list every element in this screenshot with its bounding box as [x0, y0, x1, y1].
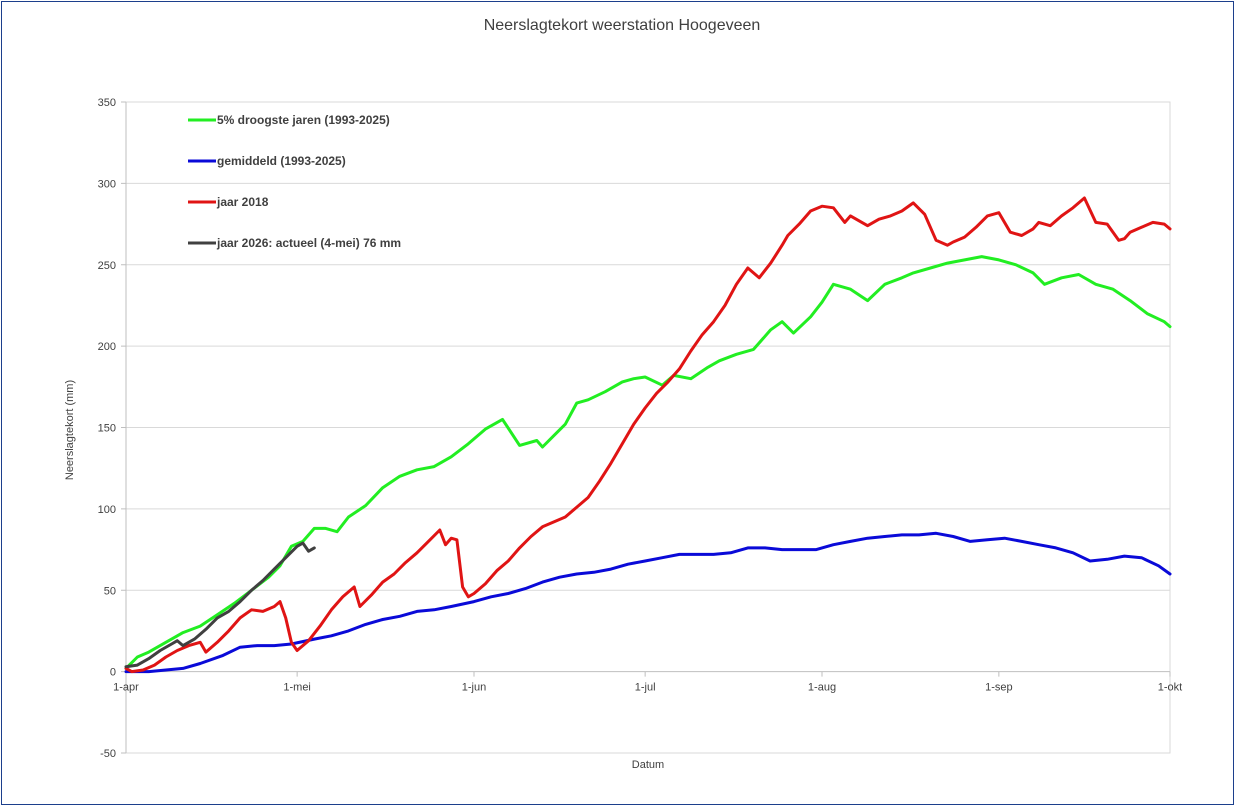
x-axis-ticks: 1-apr 1-mei 1-jun 1-jul 1-aug 1-sep 1-okt [113, 671, 1182, 694]
legend-label: jaar 2026: actueel (4-mei) 76 mm [216, 236, 401, 250]
x-tick-label: 1-sep [985, 682, 1013, 694]
series-line-4 [124, 541, 316, 669]
x-axis-label: Datum [632, 759, 664, 771]
y-axis-label: Neerslagtekort (mm) [64, 380, 76, 480]
y-axis-ticks: -50 0 50 100 150 200 250 300 350 [98, 97, 126, 760]
x-tick-label: 1-jul [635, 682, 656, 694]
y-tick-label: 100 [98, 504, 116, 516]
y-tick-label: 50 [104, 585, 116, 597]
legend: 5% droogste jaren (1993-2025) gemiddeld (… [188, 113, 401, 250]
y-tick-label: 250 [98, 260, 116, 272]
y-tick-label: -50 [100, 748, 116, 760]
y-tick-label: 300 [98, 178, 116, 190]
series-line-1 [124, 255, 1172, 670]
x-tick-label: 1-apr [113, 682, 139, 694]
y-tick-label: 200 [98, 341, 116, 353]
series-line-3 [124, 196, 1172, 674]
legend-label: jaar 2018 [216, 195, 269, 209]
x-tick-label: 1-jun [462, 682, 486, 694]
series-lines [124, 196, 1172, 674]
x-tick-label: 1-mei [283, 682, 311, 694]
series-line-2 [124, 531, 1172, 674]
y-tick-label: 150 [98, 423, 116, 435]
x-tick-label: 1-okt [1158, 682, 1182, 694]
x-tick-label: 1-aug [808, 682, 836, 694]
y-tick-label: 350 [98, 97, 116, 109]
y-tick-label: 0 [110, 667, 116, 679]
legend-label: gemiddeld (1993-2025) [217, 154, 346, 168]
legend-label: 5% droogste jaren (1993-2025) [217, 113, 390, 127]
gridlines [125, 101, 1170, 754]
chart-title: Neerslagtekort weerstation Hoogeveen [484, 17, 761, 34]
